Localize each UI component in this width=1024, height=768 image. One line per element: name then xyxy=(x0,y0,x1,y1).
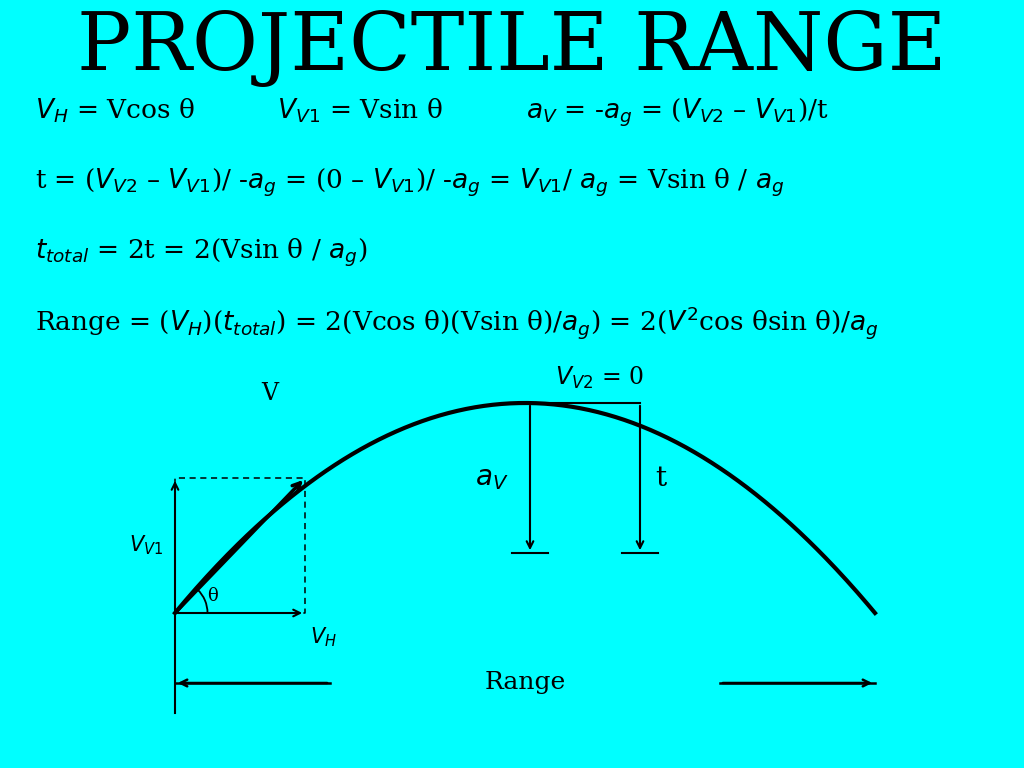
Text: $V_{V1}$: $V_{V1}$ xyxy=(129,534,163,558)
Text: $V_{H}$: $V_{H}$ xyxy=(310,625,337,649)
Text: t: t xyxy=(655,465,667,492)
Text: $t_{total}$ = 2t = 2(Vsin θ / $a_{g}$): $t_{total}$ = 2t = 2(Vsin θ / $a_{g}$) xyxy=(35,237,368,269)
Text: Range: Range xyxy=(484,671,565,694)
Text: θ: θ xyxy=(208,587,218,605)
Text: Range = ($V_{H}$)($t_{total}$) = 2(Vcos θ)(Vsin θ)/$a_{g}$) = 2($V^{2}$cos θsin : Range = ($V_{H}$)($t_{total}$) = 2(Vcos … xyxy=(35,305,879,342)
Text: $V_{H}$ = Vcos θ          $V_{V1}$ = Vsin θ          $a_{V}$ = -$a_{g}$ = ($V_{V: $V_{H}$ = Vcos θ $V_{V1}$ = Vsin θ $a_{V… xyxy=(35,97,828,129)
Text: t = ($V_{V2}$ – $V_{V1}$)/ -$a_{g}$ = (0 – $V_{V1}$)/ -$a_{g}$ = $V_{V1}$/ $a_{g: t = ($V_{V2}$ – $V_{V1}$)/ -$a_{g}$ = (0… xyxy=(35,167,784,199)
Text: PROJECTILE RANGE: PROJECTILE RANGE xyxy=(77,9,947,87)
Text: $V_{V2}$ = 0: $V_{V2}$ = 0 xyxy=(555,365,644,391)
Text: V: V xyxy=(261,382,279,405)
Text: $a_{V}$: $a_{V}$ xyxy=(474,465,508,492)
